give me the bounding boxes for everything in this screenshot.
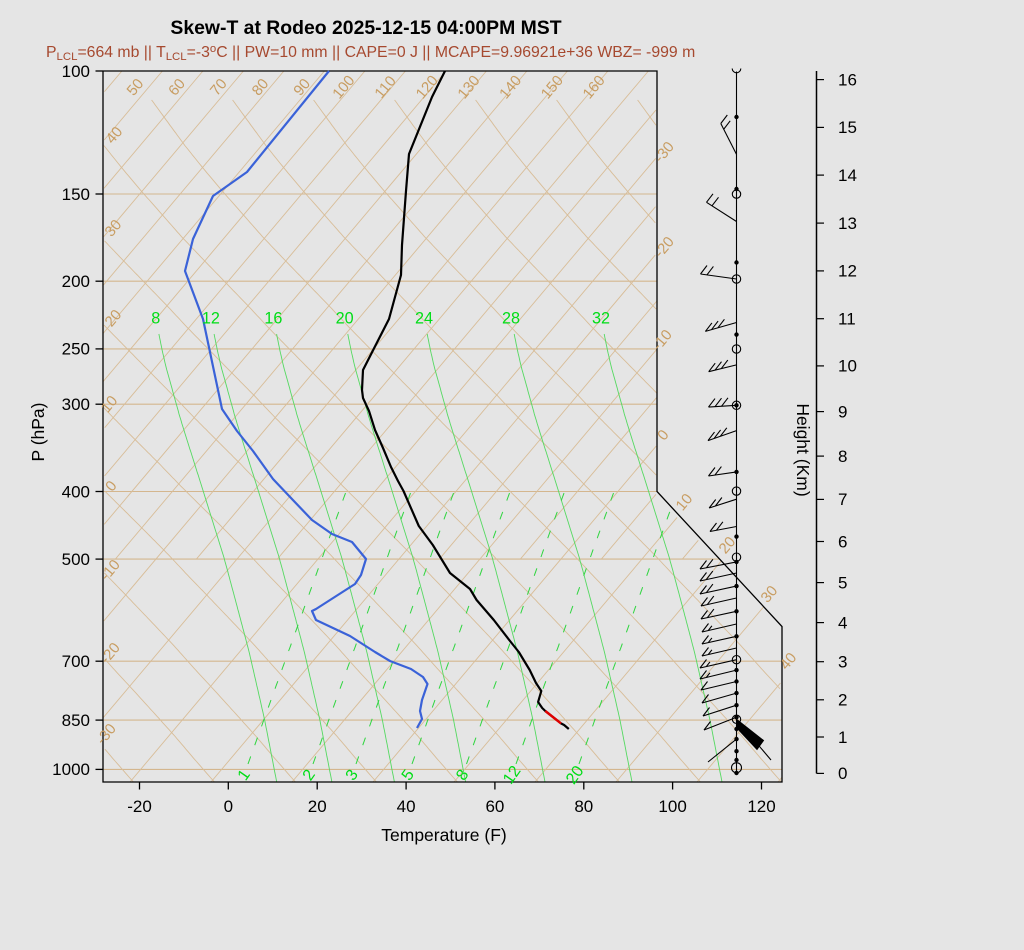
svg-text:100: 100 — [62, 62, 90, 81]
svg-text:150: 150 — [62, 185, 90, 204]
svg-text:11: 11 — [838, 310, 856, 329]
svg-text:10: 10 — [838, 357, 857, 376]
svg-text:P (hPa): P (hPa) — [28, 402, 48, 461]
svg-text:Temperature (F): Temperature (F) — [381, 825, 506, 845]
svg-text:13: 13 — [838, 214, 857, 233]
svg-text:4: 4 — [838, 613, 847, 632]
svg-text:850: 850 — [62, 711, 90, 730]
svg-text:Height (Km): Height (Km) — [793, 403, 813, 496]
svg-text:8: 8 — [838, 447, 847, 466]
svg-text:9: 9 — [838, 402, 847, 421]
svg-text:700: 700 — [62, 652, 90, 671]
svg-text:200: 200 — [62, 272, 90, 291]
svg-text:3: 3 — [838, 653, 847, 672]
svg-text:16: 16 — [838, 70, 857, 89]
svg-text:80: 80 — [574, 797, 593, 816]
svg-text:20: 20 — [336, 310, 354, 328]
svg-text:28: 28 — [502, 310, 520, 328]
svg-text:12: 12 — [202, 310, 220, 328]
svg-text:120: 120 — [747, 797, 775, 816]
svg-text:5: 5 — [838, 573, 847, 592]
svg-text:16: 16 — [264, 310, 282, 328]
svg-text:100: 100 — [658, 797, 686, 816]
svg-text:250: 250 — [62, 340, 90, 359]
svg-text:0: 0 — [224, 797, 233, 816]
svg-text:2: 2 — [838, 691, 847, 710]
svg-text:300: 300 — [62, 395, 90, 414]
svg-text:12: 12 — [838, 262, 857, 281]
svg-text:Skew-T at Rodeo 2025-12-15 04:: Skew-T at Rodeo 2025-12-15 04:00PM MST — [170, 17, 561, 39]
svg-text:1: 1 — [838, 728, 847, 747]
svg-text:60: 60 — [485, 797, 504, 816]
svg-text:32: 32 — [592, 310, 610, 328]
svg-text:-20: -20 — [127, 797, 152, 816]
svg-text:8: 8 — [151, 310, 160, 328]
svg-text:40: 40 — [397, 797, 416, 816]
svg-text:6: 6 — [838, 532, 847, 551]
svg-text:24: 24 — [415, 310, 433, 328]
svg-text:PLCL=664 mb || TLCL=-3oC || PW: PLCL=664 mb || TLCL=-3oC || PW=10 mm || … — [46, 43, 695, 63]
svg-text:1000: 1000 — [52, 760, 90, 779]
svg-text:7: 7 — [838, 490, 847, 509]
svg-text:20: 20 — [308, 797, 327, 816]
svg-text:15: 15 — [838, 118, 857, 137]
svg-text:0: 0 — [838, 764, 847, 783]
svg-text:14: 14 — [838, 166, 857, 185]
svg-text:500: 500 — [62, 550, 90, 569]
svg-text:400: 400 — [62, 482, 90, 501]
